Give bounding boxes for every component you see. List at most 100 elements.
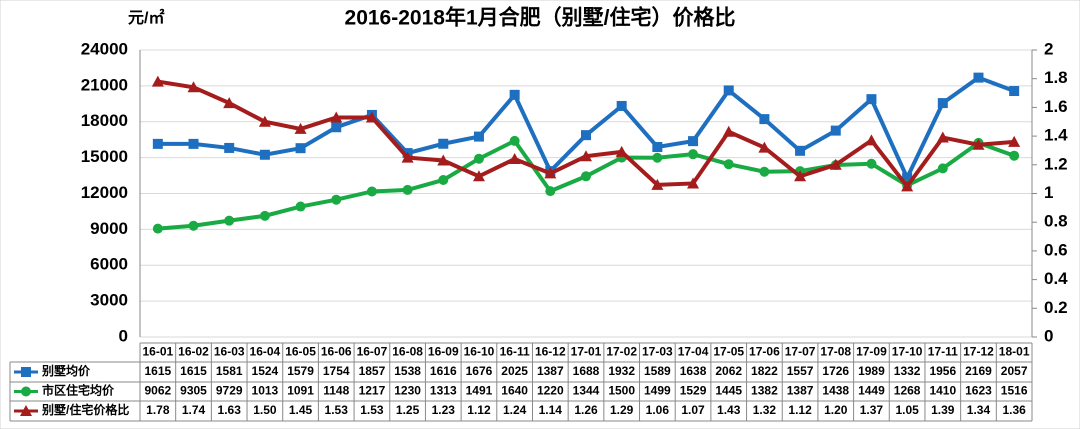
table-cell: 1.50 [253, 403, 277, 417]
x-tick-label: 16-03 [214, 345, 245, 359]
table-cell: 2025 [501, 364, 528, 378]
legend-label: 别墅均价 [41, 363, 91, 378]
x-tick-label: 16-04 [250, 345, 281, 359]
y-tick-label: 12000 [81, 183, 128, 202]
y2-tick-label: 0.2 [1044, 298, 1068, 317]
x-tick-label: 17-05 [713, 345, 744, 359]
y-tick-label: 18000 [81, 111, 128, 130]
x-tick-label: 16-08 [392, 345, 423, 359]
x-tick-label: 16-07 [357, 345, 388, 359]
y-tick-label: 0 [119, 326, 128, 345]
legend-label: 别墅/住宅价格比 [41, 402, 129, 417]
marker [901, 180, 914, 192]
marker [758, 141, 771, 153]
table-cell: 1524 [252, 364, 279, 378]
y-tick-label: 3000 [90, 291, 128, 310]
marker [937, 163, 948, 174]
x-tick-label: 16-12 [535, 345, 566, 359]
table-cell: 1.53 [325, 403, 349, 417]
x-tick-label: 17-08 [820, 345, 851, 359]
y-tick-label: 24000 [81, 39, 128, 58]
marker [365, 111, 378, 123]
marker [259, 149, 270, 160]
marker [509, 89, 520, 100]
table-cell: 1332 [894, 364, 921, 378]
marker [865, 134, 878, 146]
table-cell: 1857 [359, 364, 386, 378]
y2-tick-label: 1.4 [1044, 126, 1068, 145]
x-tick-label: 17-12 [963, 345, 994, 359]
table-cell: 2169 [965, 364, 992, 378]
chart-title: 2016-2018年1月合肥（别墅/住宅）价格比 [345, 6, 736, 30]
y2-tick-label: 1.8 [1044, 68, 1068, 87]
marker [508, 153, 521, 165]
table-cell: 1.25 [396, 403, 420, 417]
marker [152, 223, 163, 234]
marker [20, 405, 32, 416]
x-tick-label: 16-06 [321, 345, 352, 359]
table-cell: 2057 [1001, 364, 1028, 378]
marker [188, 138, 199, 149]
marker [472, 170, 485, 182]
marker [829, 158, 842, 170]
table-cell: 1499 [644, 384, 671, 398]
table-cell: 1410 [929, 384, 956, 398]
table-cell: 1.29 [610, 403, 634, 417]
table-cell: 1.32 [753, 403, 777, 417]
x-tick-label: 16-10 [464, 345, 495, 359]
table-cell: 9729 [216, 384, 243, 398]
marker [544, 167, 557, 179]
table-cell: 1688 [573, 364, 600, 378]
marker [866, 94, 877, 105]
marker [866, 158, 877, 169]
marker [1008, 135, 1021, 147]
table-cell: 1491 [466, 384, 493, 398]
x-tick-label: 17-01 [571, 345, 602, 359]
table-cell: 1932 [608, 364, 635, 378]
table-cell: 9062 [144, 384, 171, 398]
legend-label: 市区住宅均价 [42, 383, 115, 398]
y2-tick-label: 0.8 [1044, 212, 1068, 231]
x-tick-label: 16-09 [428, 345, 459, 359]
marker [830, 125, 841, 136]
table-cell: 1313 [430, 384, 457, 398]
table-cell: 1.26 [574, 403, 598, 417]
marker [402, 184, 413, 195]
marker [294, 122, 307, 134]
y-tick-label: 9000 [90, 219, 128, 238]
x-tick-label: 17-04 [678, 345, 709, 359]
table-cell: 1438 [822, 384, 849, 398]
table-cell: 1230 [394, 384, 421, 398]
table-cell: 1449 [858, 384, 885, 398]
y2-tick-label: 1.2 [1044, 154, 1068, 173]
marker [652, 152, 663, 163]
marker [902, 172, 913, 183]
y-tick-label: 15000 [81, 147, 128, 166]
table-cell: 1589 [644, 364, 671, 378]
marker [21, 367, 31, 377]
table-cell: 1676 [466, 364, 493, 378]
table-cell: 1268 [894, 384, 921, 398]
table-cell: 1220 [537, 384, 564, 398]
table-cell: 1148 [323, 384, 349, 398]
marker [187, 81, 200, 93]
y2-tick-label: 0 [1044, 326, 1053, 345]
marker [652, 141, 663, 152]
marker [688, 136, 699, 147]
y-unit-label: 元/㎡ [128, 8, 164, 27]
x-tick-label: 16-01 [142, 345, 173, 359]
marker [224, 215, 235, 226]
table-cell: 1382 [751, 384, 778, 398]
marker [437, 154, 450, 166]
table-cell: 1.05 [895, 403, 919, 417]
x-tick-label: 17-09 [856, 345, 887, 359]
table-cell: 1516 [1001, 384, 1028, 398]
table-cell: 1.39 [931, 403, 955, 417]
table-cell: 1.20 [824, 403, 848, 417]
y2-tick-label: 0.4 [1044, 269, 1068, 288]
table-cell: 1.24 [503, 403, 527, 417]
table-cell: 1500 [608, 384, 635, 398]
table-cell: 1623 [965, 384, 992, 398]
marker [937, 98, 948, 109]
